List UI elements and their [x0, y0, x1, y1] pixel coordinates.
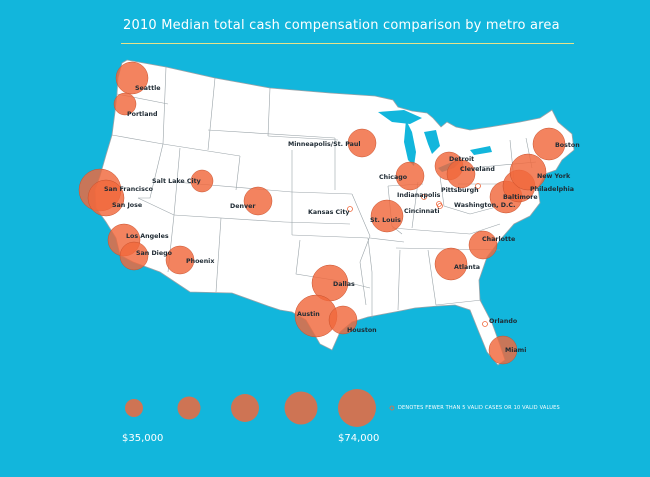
bubble-miami	[488, 335, 518, 365]
bubble-houston	[328, 305, 358, 335]
label-detroit: Detroit	[449, 156, 474, 163]
label-philadelphia: Philadelphia	[530, 186, 574, 193]
label-cincinnati: Cincinnati	[404, 208, 440, 215]
label-st-louis: St. Louis	[370, 217, 401, 224]
title-rule	[121, 43, 574, 44]
label-denver: Denver	[230, 203, 256, 210]
legend-note-marker	[389, 405, 395, 411]
bubble-new-york	[509, 153, 547, 191]
label-austin: Austin	[297, 311, 320, 318]
bubble-layer	[78, 61, 566, 365]
label-portland: Portland	[127, 111, 157, 118]
lake-superior	[378, 110, 422, 124]
label-indianapolis: Indianapolis	[397, 192, 441, 199]
bubble-charlotte	[468, 230, 498, 260]
legend-bubble-size-2	[177, 396, 201, 420]
bubble-salt-lake-city	[190, 169, 214, 193]
map-title: 2010 Median total cash compensation comp…	[123, 18, 560, 33]
bubble-san-diego	[119, 241, 149, 271]
label-orlando: Orlando	[489, 318, 518, 325]
label-washington-d-c: Washington, D.C.	[454, 202, 515, 209]
bubble-boston	[532, 127, 566, 161]
legend-bubble-size-1	[125, 399, 143, 417]
lake-huron	[424, 130, 440, 154]
bubble-seattle	[115, 61, 149, 95]
label-layer: Seattle Portland San Francisco San Jose Los …	[104, 85, 580, 354]
label-los-angeles: Los Angeles	[126, 233, 169, 240]
bubble-cleveland	[446, 159, 476, 189]
label-houston: Houston	[347, 327, 377, 334]
bubble-pittsburgh	[475, 183, 481, 189]
legend-bubble-size-4	[284, 391, 318, 425]
legend-bubbles	[125, 389, 376, 427]
label-san-jose: San Jose	[112, 202, 142, 209]
legend-note: DENOTES FEWER THAN 5 VALID CASES OR 10 V…	[398, 405, 560, 411]
label-atlanta: Atlanta	[454, 264, 480, 271]
label-san-francisco: San Francisco	[104, 186, 154, 193]
bubble-minneapolis-st-paul	[347, 128, 377, 158]
bubble-st-louis	[370, 199, 404, 233]
bubble-washington-d-c	[436, 201, 442, 207]
legend-max-label: $74,000	[338, 433, 380, 444]
lake-ontario	[470, 146, 492, 155]
bubble-phoenix	[165, 245, 195, 275]
label-chicago: Chicago	[379, 174, 408, 181]
legend-min-label: $35,000	[122, 433, 164, 444]
label-minneapolis-st-paul: Minneapolis/St. Paul	[288, 141, 361, 148]
label-baltimore: Baltimore	[503, 194, 538, 201]
label-san-diego: San Diego	[136, 250, 173, 257]
label-salt-lake-city: Salt Lake City	[152, 178, 201, 185]
bubble-indianapolis	[421, 194, 427, 200]
label-phoenix: Phoenix	[186, 258, 214, 265]
legend-bubble-size-5	[338, 389, 376, 427]
label-new-york: New York	[537, 173, 571, 180]
label-charlotte: Charlotte	[482, 236, 515, 243]
bubble-san-jose	[87, 179, 125, 217]
label-miami: Miami	[505, 347, 526, 354]
bubble-atlanta	[434, 247, 468, 281]
bubble-kansas-city	[347, 206, 353, 212]
bubble-denver	[243, 186, 273, 216]
lake-michigan	[404, 120, 416, 166]
bubble-chicago	[395, 161, 425, 191]
bubble-orlando	[482, 321, 488, 327]
label-boston: Boston	[555, 142, 580, 149]
label-cleveland: Cleveland	[460, 166, 495, 173]
legend-bubble-size-3	[231, 394, 259, 422]
bubble-portland	[113, 92, 137, 116]
label-kansas-city: Kansas City	[308, 209, 349, 216]
label-seattle: Seattle	[135, 85, 161, 92]
label-dallas: Dallas	[333, 281, 355, 288]
label-pittsburgh: Pittsburgh	[441, 187, 479, 194]
